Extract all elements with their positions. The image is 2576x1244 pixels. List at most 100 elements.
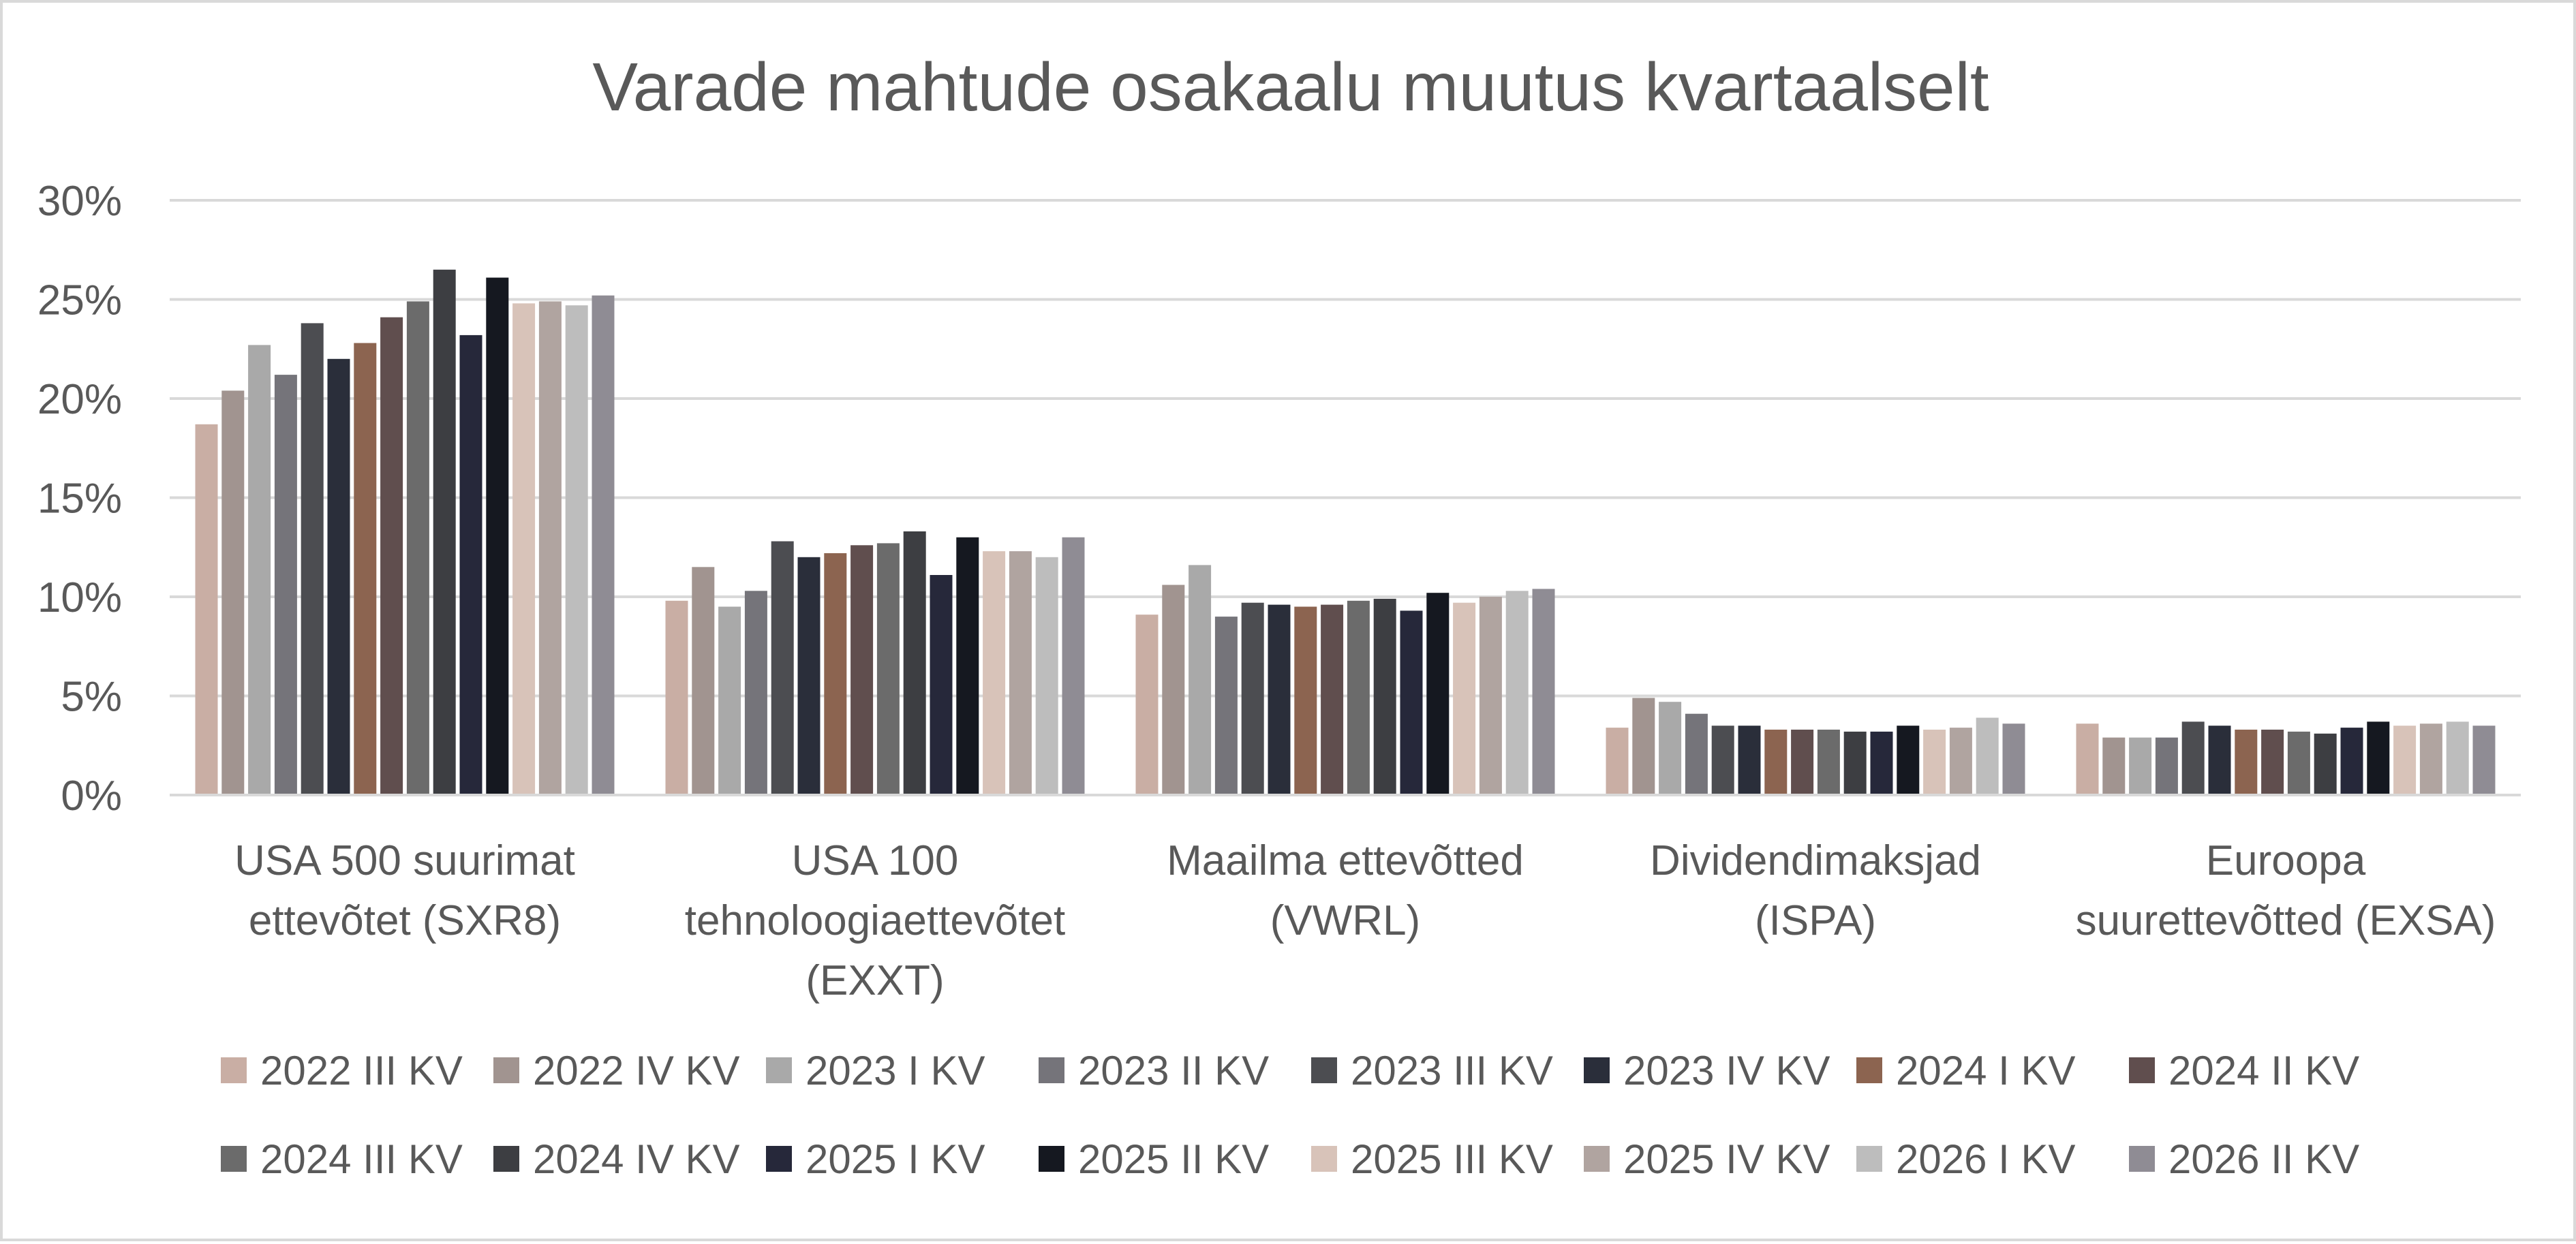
bar <box>876 543 900 795</box>
bar <box>274 375 297 795</box>
bar <box>406 301 429 795</box>
bar <box>1685 713 1708 795</box>
legend-item: 2024 IV KV <box>493 1136 740 1182</box>
legend-label: 2023 III KV <box>1351 1048 1553 1093</box>
bar <box>1659 702 1682 795</box>
legend-swatch <box>766 1057 792 1083</box>
legend-item: 2023 IV KV <box>1584 1048 1830 1093</box>
bar <box>1817 730 1840 795</box>
legend-item: 2025 III KV <box>1311 1136 1553 1182</box>
bar <box>2155 737 2178 795</box>
bar <box>2261 730 2284 795</box>
bar <box>1214 617 1238 795</box>
bar <box>1162 585 1185 795</box>
legend-label: 2026 I KV <box>1896 1136 2076 1182</box>
y-axis-tick-labels: 0% 5% 10% 15% 20% 25% 30% <box>37 178 122 820</box>
bar <box>2002 724 2025 795</box>
bar <box>380 317 403 795</box>
bar <box>903 531 926 795</box>
bar <box>1711 726 1734 795</box>
bar <box>565 305 588 795</box>
legend-swatch <box>493 1146 519 1172</box>
legend-swatch <box>1311 1057 1337 1083</box>
bar <box>850 545 874 795</box>
bar <box>2235 730 2258 795</box>
legend-label: 2022 IV KV <box>533 1048 740 1093</box>
bar <box>1897 726 1920 795</box>
bar <box>592 295 615 795</box>
legend-label: 2025 IV KV <box>1623 1136 1830 1182</box>
bar <box>1135 615 1159 795</box>
bars <box>195 269 2496 795</box>
x-category-label: Dividendimaksjad (ISPA) <box>1650 837 1981 944</box>
bar <box>433 269 456 795</box>
y-tick-label: 0% <box>61 773 122 820</box>
chart-canvas: Varade mahtude osakaalu muutus kvartaals… <box>37 49 2521 1182</box>
chart-title: Varade mahtude osakaalu muutus kvartaals… <box>592 49 1989 125</box>
bar <box>195 424 218 795</box>
bar <box>1791 730 1814 795</box>
legend-swatch <box>1584 1057 1610 1083</box>
bar <box>2102 737 2126 795</box>
x-category-label: USA 100 tehnoloogiaettevõtet (EXXT) <box>685 837 1065 1004</box>
legend-swatch <box>2129 1146 2155 1172</box>
bar <box>1268 604 1291 795</box>
legend-label: 2025 II KV <box>1078 1136 1269 1182</box>
legend-item: 2024 III KV <box>221 1136 463 1182</box>
legend-swatch <box>1584 1146 1610 1172</box>
legend-item: 2022 IV KV <box>493 1048 740 1093</box>
bar <box>512 303 536 795</box>
legend-swatch <box>1311 1146 1337 1172</box>
bar <box>1294 606 1317 795</box>
legend-swatch <box>221 1057 247 1083</box>
legend-item: 2025 IV KV <box>1584 1136 1830 1182</box>
bar <box>2208 726 2231 795</box>
bar <box>1870 731 1893 795</box>
bar <box>1009 551 1032 795</box>
y-tick-label: 20% <box>37 376 122 423</box>
bar <box>1479 597 1502 795</box>
legend: 2022 III KV 2022 IV KV 2023 I KV 2023 II KV… <box>221 1048 2359 1182</box>
bar <box>2181 721 2205 795</box>
legend-swatch <box>221 1146 247 1172</box>
legend-item: 2024 II KV <box>2129 1048 2359 1093</box>
legend-label: 2023 I KV <box>806 1048 985 1093</box>
bar <box>1843 731 1867 795</box>
y-tick-label: 10% <box>37 574 122 621</box>
bar <box>2472 726 2496 795</box>
bar <box>983 551 1006 795</box>
bar <box>744 591 767 795</box>
bar <box>2129 737 2152 795</box>
bar <box>1062 537 1085 795</box>
bar <box>354 343 377 795</box>
bar <box>2393 726 2417 795</box>
bar <box>459 335 482 795</box>
legend-label: 2024 II KV <box>2168 1048 2359 1093</box>
bar <box>1764 730 1788 795</box>
y-tick-label: 15% <box>37 476 122 523</box>
legend-label: 2024 I KV <box>1896 1048 2076 1093</box>
legend-swatch <box>1856 1146 1882 1172</box>
legend-label: 2023 II KV <box>1078 1048 1269 1093</box>
legend-item: 2026 I KV <box>1856 1136 2076 1182</box>
legend-label: 2022 III KV <box>260 1048 463 1093</box>
bar <box>1632 698 1655 795</box>
bar <box>2340 728 2363 795</box>
y-tick-label: 5% <box>61 674 122 721</box>
legend-item: 2023 II KV <box>1039 1048 1269 1093</box>
bar <box>797 557 821 795</box>
bar <box>2314 733 2337 795</box>
legend-swatch <box>493 1057 519 1083</box>
bar <box>2076 724 2099 795</box>
bar <box>327 358 350 795</box>
x-category-label: Euroopa suurettevõtted (EXSA) <box>2076 837 2496 944</box>
bar <box>956 537 979 795</box>
bar <box>1347 600 1370 795</box>
bar <box>692 567 715 795</box>
legend-label: 2025 III KV <box>1351 1136 1553 1182</box>
bar <box>665 600 688 795</box>
bar <box>1453 602 1476 795</box>
bar <box>718 606 741 795</box>
x-category-label: USA 500 suurimat ettevõtet (SXR8) <box>234 837 575 944</box>
legend-swatch <box>1039 1146 1064 1172</box>
